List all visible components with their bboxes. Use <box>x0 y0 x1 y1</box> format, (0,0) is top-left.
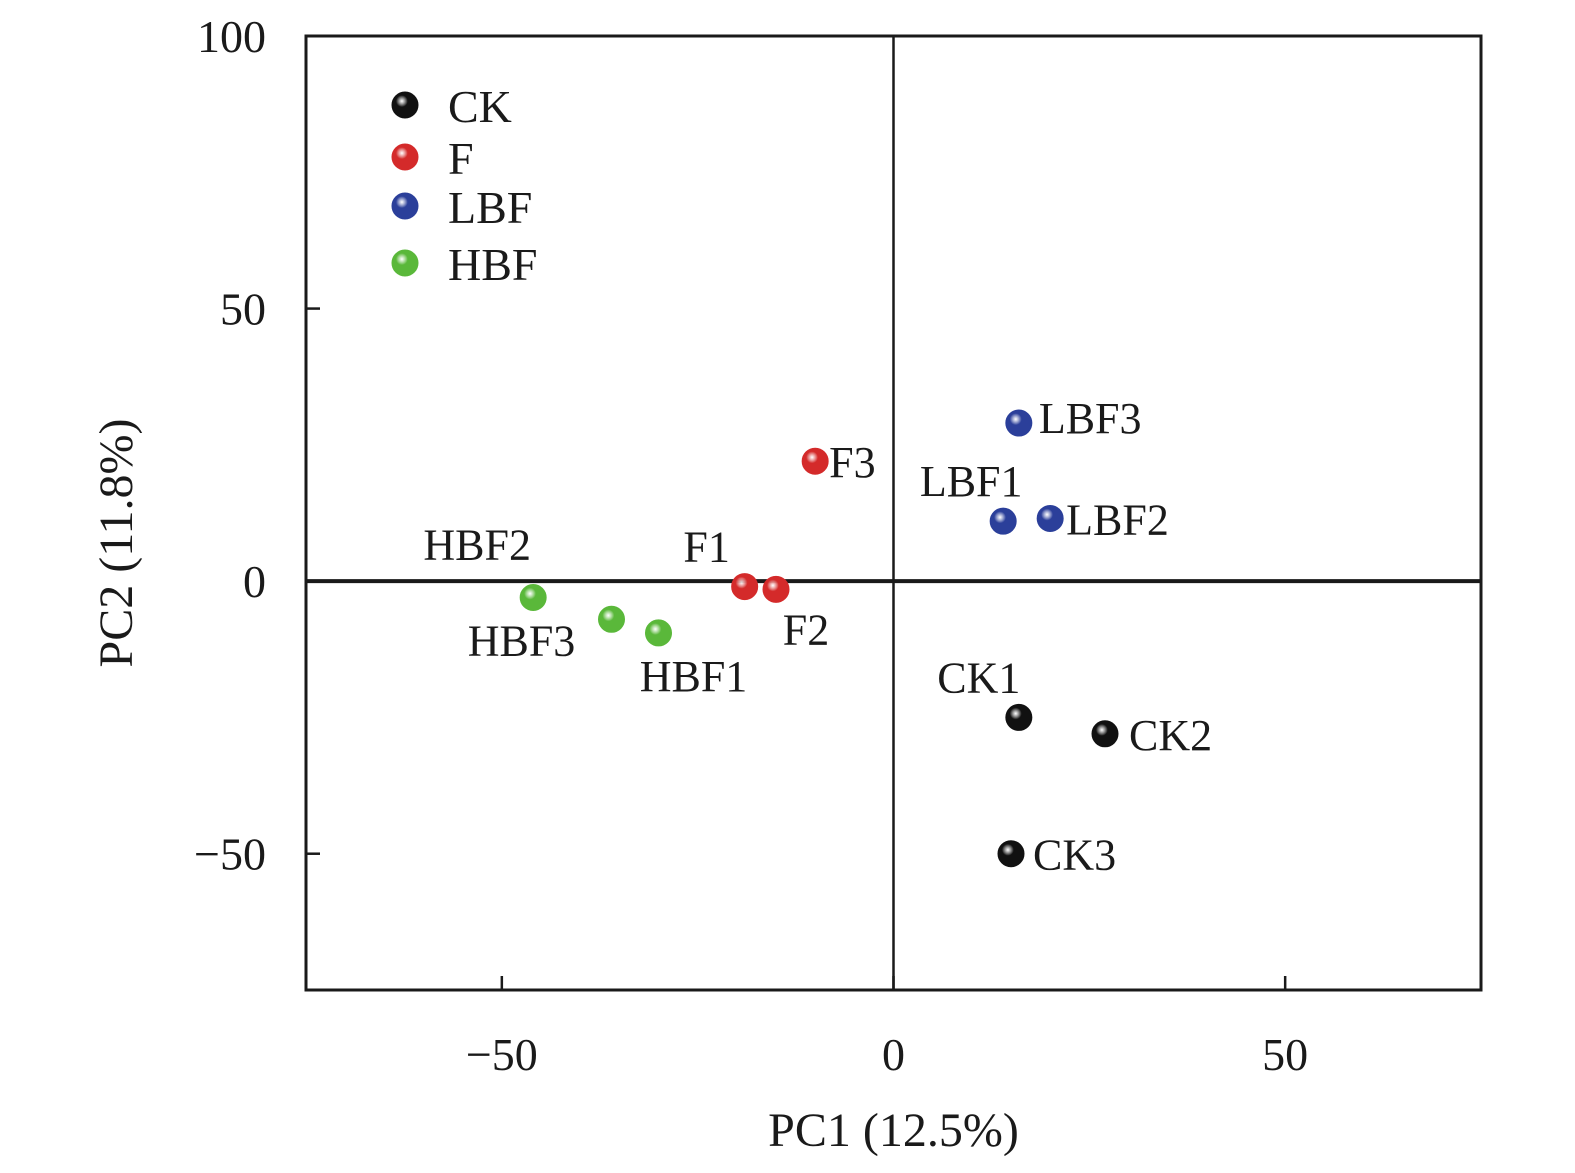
data-point-ck2 <box>1091 720 1119 748</box>
data-point-f1 <box>731 573 759 601</box>
x-tick-label: −50 <box>466 1029 538 1080</box>
x-axis-label: PC1 (12.5%) <box>768 1104 1019 1157</box>
y-tick-label: −50 <box>194 829 266 880</box>
y-tick-label: 100 <box>197 11 266 62</box>
point-label-ck2: CK2 <box>1129 711 1212 760</box>
x-axis-ticks: −50 0 50 <box>466 976 1308 1080</box>
legend-marker-f <box>391 143 419 171</box>
y-tick-label: 50 <box>220 284 266 335</box>
data-point-hbf1 <box>645 619 672 647</box>
point-label-lbf2: LBF2 <box>1066 495 1169 544</box>
point-label-hbf1: HBF1 <box>640 652 748 701</box>
point-label-hbf3: HBF3 <box>468 616 576 665</box>
legend-label-hbf: HBF <box>448 239 537 290</box>
data-point-ck3 <box>997 840 1025 868</box>
reference-lines <box>306 36 1481 990</box>
legend-marker-hbf <box>391 249 419 277</box>
point-label-lbf3: LBF3 <box>1039 394 1142 443</box>
data-point-hbf2 <box>519 583 547 611</box>
data-point-lbf2 <box>1036 504 1064 532</box>
y-tick-label: 0 <box>243 556 266 607</box>
data-point-f3 <box>801 447 829 475</box>
data-point-lbf1 <box>989 507 1017 535</box>
point-label-lbf1: LBF1 <box>920 457 1023 506</box>
y-axis-label: PC2 (11.8%) <box>90 419 143 668</box>
data-point-hbf3 <box>598 605 625 633</box>
point-label-f3: F3 <box>829 438 875 487</box>
legend-label-lbf: LBF <box>448 182 532 233</box>
y-axis-ticks: −50 0 50 100 <box>194 11 320 880</box>
point-label-f1: F1 <box>683 523 729 572</box>
data-point-lbf3 <box>1005 409 1033 437</box>
legend-marker-ck <box>391 91 419 119</box>
legend-label-ck: CK <box>448 81 512 132</box>
legend-marker-lbf <box>391 192 419 220</box>
point-label-f2: F2 <box>783 605 829 654</box>
data-point-f2 <box>762 575 790 603</box>
x-tick-label: 0 <box>882 1029 905 1080</box>
point-label-hbf2: HBF2 <box>423 520 531 569</box>
x-tick-label: 50 <box>1262 1029 1308 1080</box>
data-point-ck1 <box>1005 703 1033 731</box>
data-points <box>519 409 1119 868</box>
point-label-ck1: CK1 <box>937 653 1020 702</box>
legend-label-f: F <box>448 133 474 184</box>
point-labels: CK1 CK2 CK3 F1 F2 F3 LBF1 LBF2 LBF3 HBF1 HBF2 HBF3 <box>423 394 1212 880</box>
point-label-ck3: CK3 <box>1033 831 1116 880</box>
